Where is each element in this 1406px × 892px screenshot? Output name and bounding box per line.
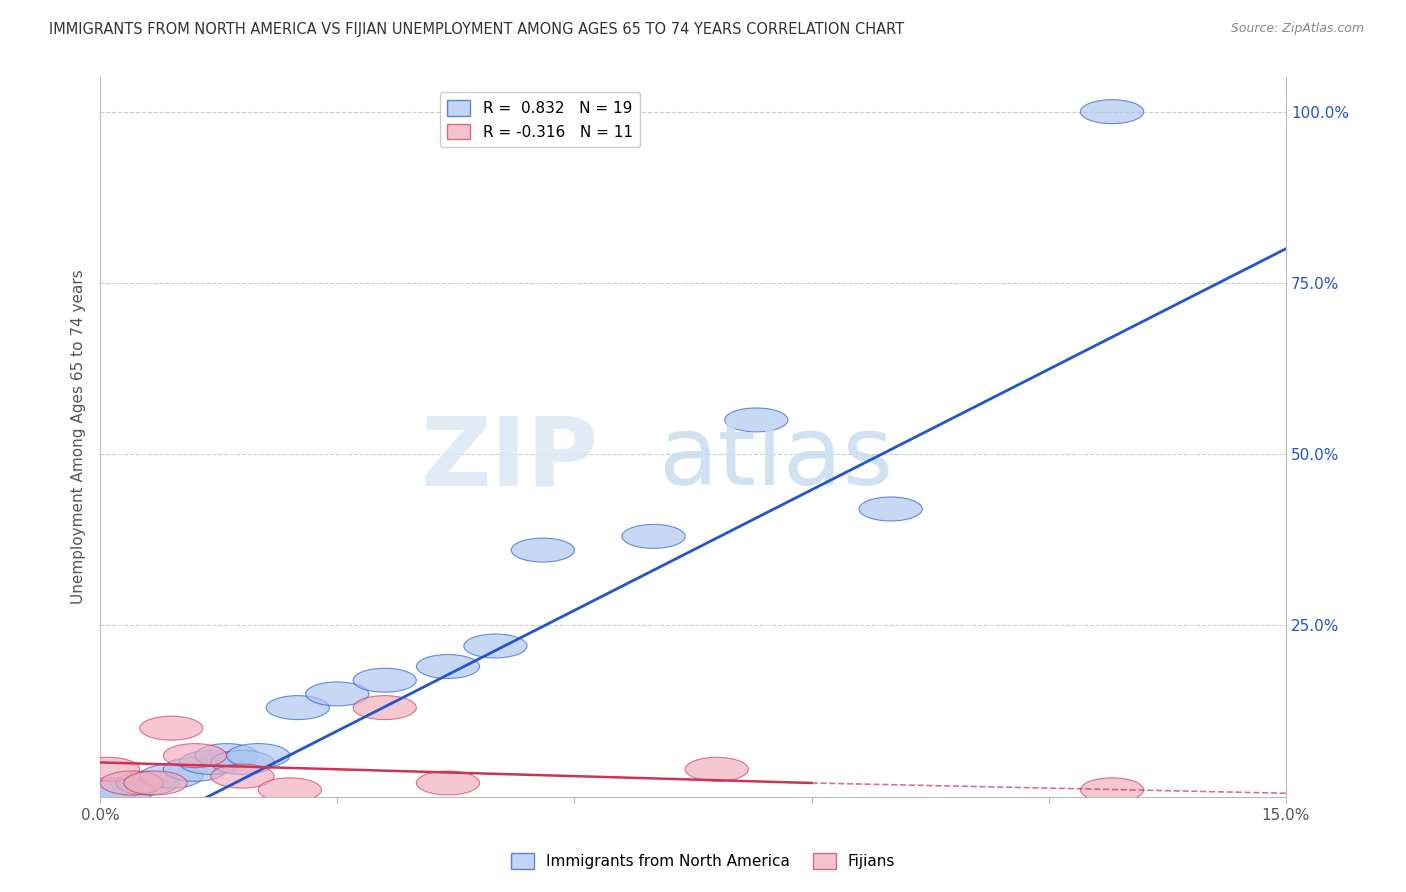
Legend: R =  0.832   N = 19, R = -0.316   N = 11: R = 0.832 N = 19, R = -0.316 N = 11 <box>440 92 640 147</box>
Ellipse shape <box>621 524 685 549</box>
Ellipse shape <box>115 771 179 795</box>
Legend: Immigrants from North America, Fijians: Immigrants from North America, Fijians <box>505 847 901 875</box>
Ellipse shape <box>353 668 416 692</box>
Ellipse shape <box>100 771 163 795</box>
Ellipse shape <box>464 634 527 658</box>
Ellipse shape <box>1080 100 1143 124</box>
Ellipse shape <box>163 744 226 767</box>
Ellipse shape <box>124 771 187 795</box>
Ellipse shape <box>139 764 202 789</box>
Ellipse shape <box>226 744 290 767</box>
Ellipse shape <box>859 497 922 521</box>
Ellipse shape <box>163 757 226 781</box>
Ellipse shape <box>195 744 259 767</box>
Ellipse shape <box>76 757 139 781</box>
Ellipse shape <box>211 764 274 789</box>
Y-axis label: Unemployment Among Ages 65 to 74 years: Unemployment Among Ages 65 to 74 years <box>72 269 86 605</box>
Ellipse shape <box>266 696 329 720</box>
Ellipse shape <box>93 778 156 802</box>
Ellipse shape <box>512 538 575 562</box>
Ellipse shape <box>416 655 479 679</box>
Ellipse shape <box>305 682 368 706</box>
Ellipse shape <box>259 778 322 802</box>
Text: Source: ZipAtlas.com: Source: ZipAtlas.com <box>1230 22 1364 36</box>
Ellipse shape <box>76 778 139 802</box>
Text: ZIP: ZIP <box>420 412 598 505</box>
Ellipse shape <box>724 408 787 432</box>
Ellipse shape <box>685 757 748 781</box>
Text: IMMIGRANTS FROM NORTH AMERICA VS FIJIAN UNEMPLOYMENT AMONG AGES 65 TO 74 YEARS C: IMMIGRANTS FROM NORTH AMERICA VS FIJIAN … <box>49 22 904 37</box>
Ellipse shape <box>179 750 242 774</box>
Ellipse shape <box>353 696 416 720</box>
Ellipse shape <box>139 716 202 740</box>
Ellipse shape <box>1080 778 1143 802</box>
Ellipse shape <box>211 750 274 774</box>
Ellipse shape <box>416 771 479 795</box>
Text: atlas: atlas <box>658 412 894 505</box>
